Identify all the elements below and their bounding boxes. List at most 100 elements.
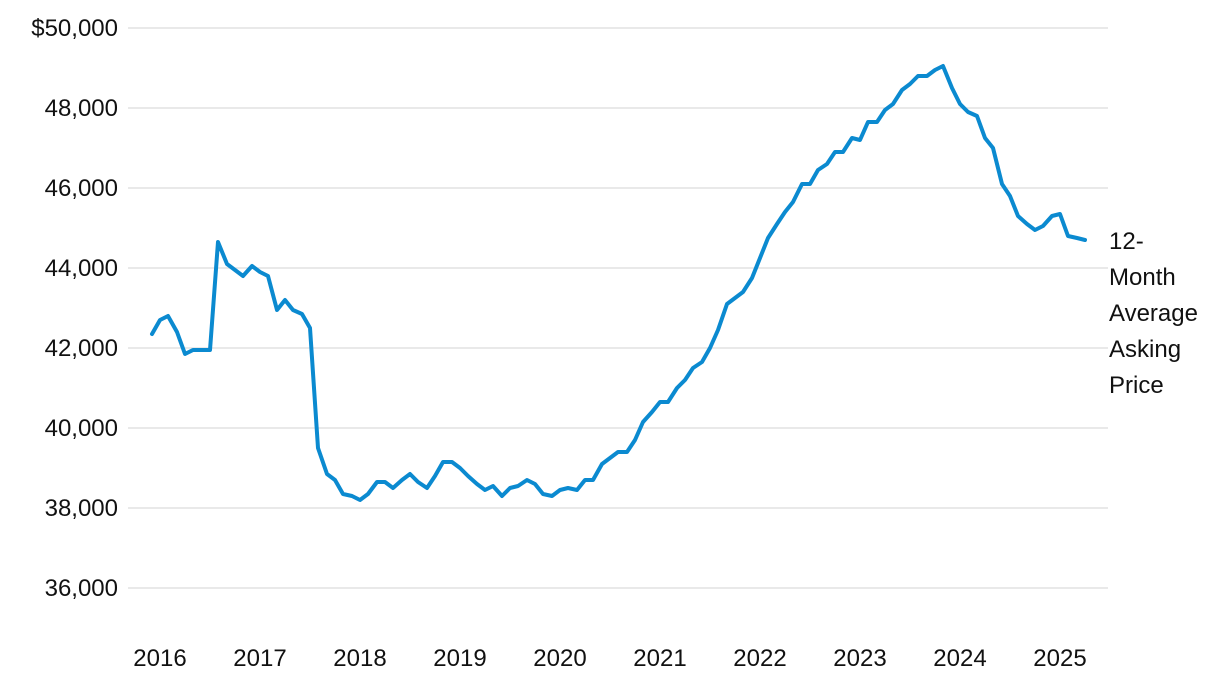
x-tick-label: 2016 [133, 645, 186, 672]
data-point [791, 200, 795, 204]
data-point [575, 488, 579, 492]
data-point [758, 256, 762, 260]
x-tick-label: 2022 [733, 645, 786, 672]
gridlines [128, 27, 1108, 589]
y-tick-label: 42,000 [45, 335, 118, 362]
data-point [158, 318, 162, 322]
data-point [383, 480, 387, 484]
y-tick-label: 40,000 [45, 415, 118, 442]
data-point [650, 410, 654, 414]
data-point [558, 488, 562, 492]
data-point [291, 308, 295, 312]
data-point [341, 492, 345, 496]
data-point [416, 480, 420, 484]
data-point [358, 498, 362, 502]
data-point [466, 474, 470, 478]
data-point [525, 478, 529, 482]
data-point [666, 400, 670, 404]
data-point [308, 326, 312, 330]
data-point [1041, 224, 1045, 228]
data-point [633, 438, 637, 442]
data-point [933, 68, 937, 72]
data-point [950, 86, 954, 90]
data-point [600, 462, 604, 466]
data-point [200, 348, 204, 352]
data-point [350, 494, 354, 498]
data-point [1050, 214, 1054, 218]
series-label-line: 12- [1109, 228, 1144, 255]
data-point [258, 270, 262, 274]
series-group [150, 64, 1087, 502]
data-point [866, 120, 870, 124]
data-point [166, 314, 170, 318]
x-tick-label: 2017 [233, 645, 286, 672]
data-point [925, 74, 929, 78]
data-point [1083, 238, 1087, 242]
data-point [741, 290, 745, 294]
data-point [516, 484, 520, 488]
data-point [250, 264, 254, 268]
data-point [316, 446, 320, 450]
data-point [583, 478, 587, 482]
data-point [1008, 194, 1012, 198]
data-point [808, 182, 812, 186]
data-point [375, 480, 379, 484]
data-point [941, 64, 945, 68]
series-label-line: Asking [1109, 336, 1181, 363]
data-point [191, 348, 195, 352]
data-point [283, 298, 287, 302]
x-tick-label: 2025 [1033, 645, 1086, 672]
data-point [275, 308, 279, 312]
data-point [216, 240, 220, 244]
data-point [391, 486, 395, 490]
data-point [550, 494, 554, 498]
data-point [450, 460, 454, 464]
data-point [500, 494, 504, 498]
data-point [816, 168, 820, 172]
data-point [675, 386, 679, 390]
data-point [716, 328, 720, 332]
data-point [800, 182, 804, 186]
x-tick-label: 2018 [333, 645, 386, 672]
data-point [850, 136, 854, 140]
data-point [975, 114, 979, 118]
series-line [150, 64, 1087, 502]
data-point [183, 352, 187, 356]
data-point [875, 120, 879, 124]
y-tick-label: 48,000 [45, 95, 118, 122]
data-point [1066, 234, 1070, 238]
data-point [1075, 236, 1079, 240]
data-point [1025, 222, 1029, 226]
x-tick-label: 2021 [633, 645, 686, 672]
y-tick-label: 46,000 [45, 175, 118, 202]
data-point [991, 146, 995, 150]
data-point [691, 366, 695, 370]
data-point [858, 138, 862, 142]
data-point [983, 136, 987, 140]
data-point [625, 450, 629, 454]
data-point [900, 88, 904, 92]
data-point [441, 460, 445, 464]
data-point [833, 150, 837, 154]
data-point [725, 302, 729, 306]
data-point [225, 262, 229, 266]
data-point [300, 312, 304, 316]
data-point [483, 488, 487, 492]
data-point [266, 274, 270, 278]
data-point [825, 162, 829, 166]
data-point [700, 360, 704, 364]
x-tick-label: 2019 [433, 645, 486, 672]
data-point [966, 110, 970, 114]
data-point [958, 102, 962, 106]
data-point [425, 486, 429, 490]
data-point [533, 482, 537, 486]
x-tick-label: 2024 [933, 645, 986, 672]
series-label-line: Average [1109, 300, 1198, 327]
y-tick-label: 36,000 [45, 575, 118, 602]
data-point [683, 378, 687, 382]
data-point [641, 420, 645, 424]
data-point [841, 150, 845, 154]
data-point [491, 484, 495, 488]
data-point [708, 346, 712, 350]
